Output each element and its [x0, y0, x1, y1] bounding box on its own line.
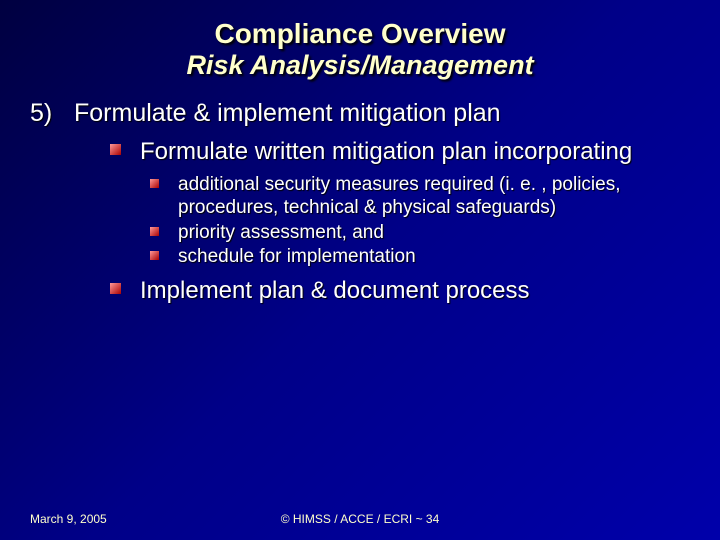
list-item-level3: additional security measures required (i… — [150, 174, 690, 220]
square-bullet-icon — [150, 227, 159, 236]
list-item-level2: Formulate written mitigation plan incorp… — [110, 138, 690, 166]
level3-group: additional security measures required (i… — [150, 174, 690, 269]
footer-date: March 9, 2005 — [30, 512, 107, 526]
square-bullet-icon — [150, 251, 159, 260]
item-number: 5) — [30, 99, 74, 128]
list-item-level2: Implement plan & document process — [110, 277, 690, 305]
subitem-text: Formulate written mitigation plan incorp… — [140, 138, 632, 165]
list-item-level1: 5) Formulate & implement mitigation plan — [30, 99, 690, 128]
footer-copyright: © HIMSS / ACCE / ECRI ~ 34 — [281, 512, 440, 526]
square-bullet-icon — [150, 179, 159, 188]
square-bullet-icon — [110, 144, 121, 155]
list-item-level3: priority assessment, and — [150, 222, 690, 245]
list-item-level3: schedule for implementation — [150, 246, 690, 269]
subsubitem-text: additional security measures required (i… — [178, 174, 620, 218]
title-block: Compliance Overview Risk Analysis/Manage… — [0, 0, 720, 81]
footer: March 9, 2005 © HIMSS / ACCE / ECRI ~ 34 — [0, 512, 720, 526]
subitem-text: Implement plan & document process — [140, 277, 530, 304]
content: 5) Formulate & implement mitigation plan… — [0, 81, 720, 305]
subsubitem-text: priority assessment, and — [178, 222, 384, 243]
square-bullet-icon — [110, 283, 121, 294]
subsubitem-text: schedule for implementation — [178, 246, 416, 267]
title-main: Compliance Overview — [0, 18, 720, 50]
item-text: Formulate & implement mitigation plan — [74, 99, 501, 128]
title-sub: Risk Analysis/Management — [0, 50, 720, 81]
